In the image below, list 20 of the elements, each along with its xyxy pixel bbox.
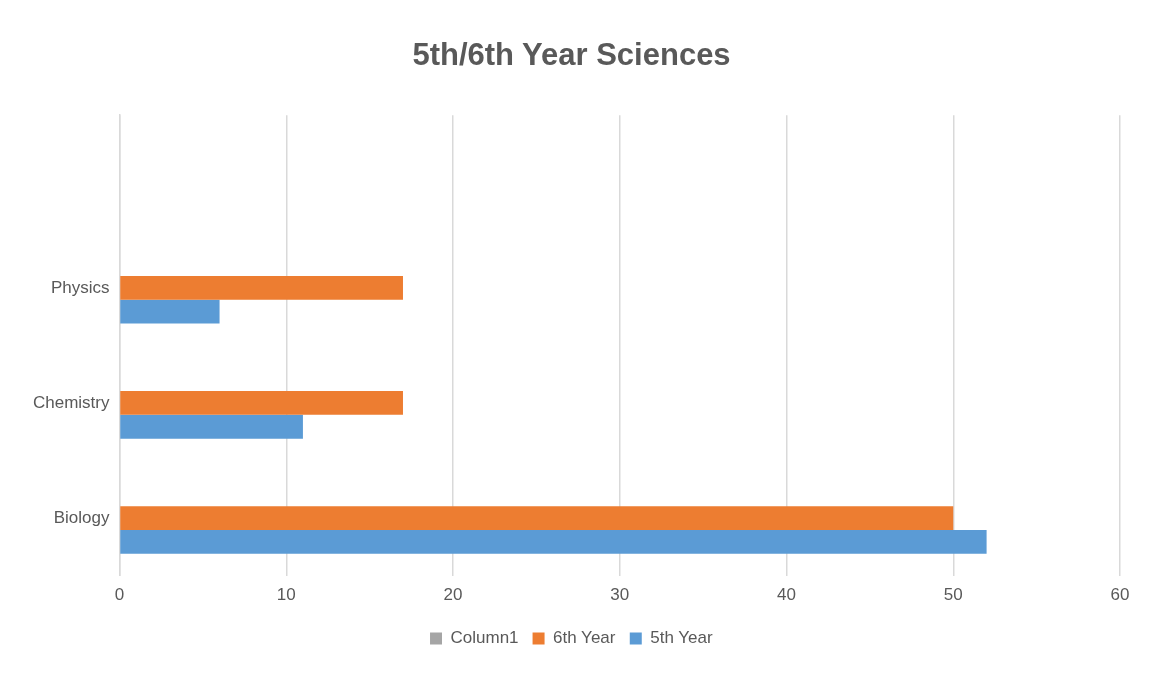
bar [120,275,403,300]
x-tick-label: 30 [610,585,630,605]
bar [120,506,954,530]
x-tick-label: 0 [114,585,125,605]
x-tick-label: 60 [1110,585,1130,605]
chart-title: 5th/6th Year Sciences [412,37,731,73]
bar [120,414,303,439]
x-tick-label: 40 [777,585,796,605]
x-tick-label: 20 [443,585,463,605]
legend-label: 6th Year [553,628,616,648]
bar [120,391,403,415]
y-tick-label: Biology [53,507,110,527]
legend-label: 5th Year [650,628,713,648]
y-tick-label: Physics [50,277,110,297]
x-tick-label: 10 [276,585,296,605]
legend-label: Column1 [450,628,519,648]
bar [120,299,220,324]
y-tick-label: Chemistry [32,392,110,412]
bar [120,529,987,554]
x-tick-label: 50 [943,585,963,605]
